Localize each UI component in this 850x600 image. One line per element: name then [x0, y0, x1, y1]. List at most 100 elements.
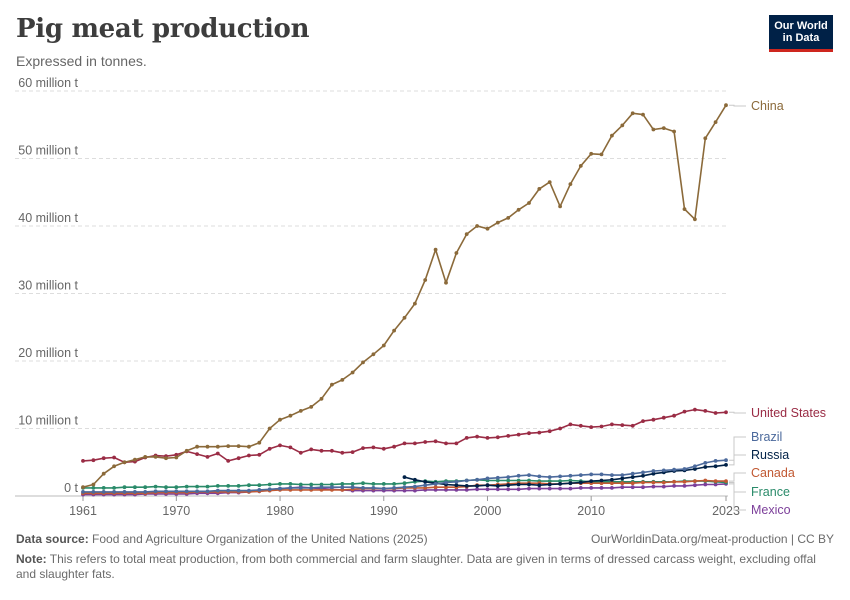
- data-point[interactable]: [651, 417, 656, 422]
- data-point[interactable]: [641, 480, 645, 485]
- data-point[interactable]: [630, 111, 635, 116]
- data-point[interactable]: [143, 490, 148, 494]
- data-point[interactable]: [433, 247, 438, 252]
- data-point[interactable]: [101, 486, 106, 490]
- data-point[interactable]: [257, 488, 262, 492]
- data-point[interactable]: [215, 488, 220, 493]
- data-point[interactable]: [340, 482, 345, 486]
- data-point[interactable]: [589, 151, 594, 156]
- data-point[interactable]: [568, 486, 573, 491]
- data-point[interactable]: [267, 482, 272, 487]
- data-point[interactable]: [547, 482, 552, 487]
- data-point[interactable]: [444, 485, 448, 490]
- data-point[interactable]: [537, 486, 542, 491]
- data-point[interactable]: [267, 487, 272, 492]
- data-point[interactable]: [257, 452, 262, 457]
- data-point[interactable]: [413, 441, 417, 446]
- series-label-mexico[interactable]: Mexico: [751, 503, 791, 517]
- data-point[interactable]: [350, 450, 355, 454]
- data-point[interactable]: [101, 471, 106, 476]
- data-point[interactable]: [361, 446, 365, 450]
- data-point[interactable]: [713, 464, 718, 469]
- series-label-france[interactable]: France: [751, 485, 790, 499]
- data-point[interactable]: [620, 123, 625, 128]
- owid-logo[interactable]: Our World in Data: [769, 15, 833, 52]
- data-point[interactable]: [340, 488, 345, 492]
- data-point[interactable]: [661, 468, 666, 473]
- data-point[interactable]: [444, 488, 448, 492]
- data-point[interactable]: [423, 483, 428, 488]
- data-point[interactable]: [381, 446, 386, 451]
- data-point[interactable]: [288, 445, 293, 450]
- data-point[interactable]: [599, 472, 604, 477]
- data-point[interactable]: [641, 470, 645, 475]
- data-point[interactable]: [547, 475, 552, 479]
- data-point[interactable]: [454, 483, 459, 488]
- data-point[interactable]: [122, 485, 127, 490]
- data-point[interactable]: [558, 486, 562, 491]
- data-point[interactable]: [247, 483, 251, 488]
- data-point[interactable]: [651, 127, 656, 132]
- data-point[interactable]: [288, 486, 293, 490]
- data-point[interactable]: [361, 486, 365, 490]
- data-point[interactable]: [413, 477, 417, 482]
- data-point[interactable]: [392, 486, 396, 490]
- data-point[interactable]: [371, 445, 376, 450]
- data-point[interactable]: [413, 488, 417, 493]
- source-text[interactable]: Food and Agriculture Organization of the…: [92, 532, 428, 546]
- series-label-united-states[interactable]: United States: [751, 406, 826, 420]
- data-point[interactable]: [672, 129, 676, 134]
- data-point[interactable]: [516, 473, 521, 478]
- data-point[interactable]: [444, 280, 448, 285]
- data-point[interactable]: [330, 482, 334, 487]
- data-point[interactable]: [610, 422, 614, 427]
- data-point[interactable]: [247, 444, 251, 449]
- data-point[interactable]: [620, 481, 625, 486]
- data-point[interactable]: [402, 441, 407, 446]
- data-point[interactable]: [703, 409, 708, 413]
- data-point[interactable]: [205, 455, 210, 459]
- data-point[interactable]: [693, 479, 697, 483]
- data-point[interactable]: [402, 315, 407, 320]
- data-point[interactable]: [330, 382, 334, 387]
- data-point[interactable]: [485, 476, 490, 481]
- data-point[interactable]: [226, 484, 231, 488]
- data-point[interactable]: [164, 485, 168, 490]
- data-point[interactable]: [724, 103, 728, 108]
- data-point[interactable]: [713, 120, 718, 124]
- data-point[interactable]: [392, 328, 396, 333]
- series-line-united-states[interactable]: [82, 408, 727, 464]
- data-point[interactable]: [578, 164, 583, 168]
- data-point[interactable]: [122, 460, 127, 465]
- data-point[interactable]: [558, 482, 562, 486]
- data-point[interactable]: [599, 478, 604, 483]
- data-point[interactable]: [599, 152, 604, 157]
- data-point[interactable]: [516, 432, 521, 437]
- data-point[interactable]: [174, 489, 179, 494]
- data-point[interactable]: [589, 425, 594, 429]
- data-point[interactable]: [703, 461, 708, 465]
- data-point[interactable]: [340, 378, 345, 382]
- data-point[interactable]: [278, 417, 282, 422]
- data-point[interactable]: [485, 487, 490, 492]
- data-point[interactable]: [298, 482, 303, 487]
- data-point[interactable]: [330, 448, 334, 453]
- data-point[interactable]: [630, 475, 635, 479]
- data-point[interactable]: [81, 459, 85, 463]
- data-point[interactable]: [713, 479, 718, 483]
- data-point[interactable]: [713, 482, 718, 487]
- data-point[interactable]: [381, 482, 386, 486]
- data-point[interactable]: [205, 484, 210, 489]
- data-point[interactable]: [672, 413, 676, 418]
- data-point[interactable]: [247, 453, 251, 458]
- data-point[interactable]: [599, 424, 604, 429]
- data-point[interactable]: [568, 473, 573, 478]
- data-point[interactable]: [288, 482, 293, 486]
- data-point[interactable]: [392, 482, 396, 486]
- data-point[interactable]: [578, 473, 583, 477]
- data-point[interactable]: [682, 207, 687, 212]
- data-point[interactable]: [236, 484, 241, 488]
- data-point[interactable]: [236, 456, 241, 461]
- data-point[interactable]: [444, 480, 448, 485]
- data-point[interactable]: [475, 487, 479, 492]
